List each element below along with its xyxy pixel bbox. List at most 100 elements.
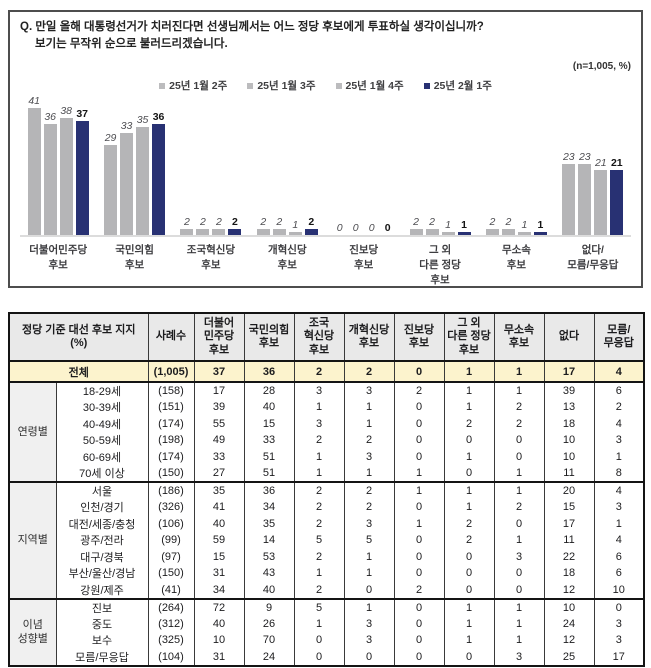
bar-value-label: 1 bbox=[461, 219, 467, 232]
chart-bar bbox=[180, 229, 194, 236]
value-cell: 14 bbox=[243, 532, 295, 549]
table-row: 대전/세종/충청 (106) 40 35 2 3 1 2 0 17 1 bbox=[9, 515, 645, 532]
chart-bar-cell: 2 bbox=[256, 216, 270, 236]
value-cell: 0 bbox=[393, 632, 445, 649]
total-value-cell: 0 bbox=[393, 361, 445, 383]
legend-label: 25년 1월 3주 bbox=[257, 80, 316, 93]
value-cell: 35 bbox=[243, 515, 295, 532]
legend-label: 25년 1월 2주 bbox=[169, 80, 228, 93]
subcategory-cell: 중도 bbox=[55, 615, 149, 632]
value-cell: 3 bbox=[343, 448, 395, 465]
sample-n-cell: (99) bbox=[147, 532, 195, 549]
question-chart-panel: Q. 만일 올해 대통령선거가 치러진다면 선생님께서는 어느 정당 후보에게 … bbox=[8, 10, 643, 288]
value-cell: 1 bbox=[293, 615, 345, 632]
bar-value-label: 2 bbox=[232, 216, 238, 229]
bar-value-label: 2 bbox=[200, 216, 206, 229]
chart-group: 23 23 21 21 없다/ 모름/무응답 bbox=[554, 95, 631, 287]
chart-bar bbox=[196, 229, 210, 236]
value-cell: 18 bbox=[543, 415, 595, 432]
group-label-cell: 이념 성향별 bbox=[8, 597, 57, 666]
table-row: 인천/경기 (326) 41 34 2 2 0 1 2 15 3 bbox=[9, 499, 645, 516]
total-value-cell: 37 bbox=[193, 361, 245, 383]
value-cell: 12 bbox=[543, 632, 595, 649]
chart-group-bars: 29 33 35 36 bbox=[96, 95, 173, 238]
chart-bar-cell: 21 bbox=[610, 157, 624, 236]
chart-legend: 25년 1월 2주 25년 1월 3주 25년 1월 4주 25년 2월 1주 bbox=[20, 78, 631, 93]
total-value-cell: 1 bbox=[493, 361, 545, 383]
table-row: 대구/경북 (97) 15 53 2 1 0 0 3 22 6 bbox=[9, 548, 645, 565]
chart-bar bbox=[272, 229, 286, 236]
value-cell: 1 bbox=[393, 465, 445, 482]
bar-value-label: 33 bbox=[120, 120, 133, 133]
bar-value-label: 23 bbox=[578, 151, 591, 164]
value-cell: 20 bbox=[543, 481, 595, 499]
chart-group: 0 0 0 0 진보당 후보 bbox=[325, 95, 402, 287]
value-cell: 0 bbox=[393, 448, 445, 465]
chart-bar bbox=[256, 229, 270, 236]
value-cell: 0 bbox=[443, 581, 495, 599]
value-cell: 1 bbox=[343, 415, 395, 432]
chart-bar-cell: 0 bbox=[365, 222, 379, 235]
chart-bar-cell: 37 bbox=[75, 108, 89, 236]
value-cell: 0 bbox=[443, 432, 495, 449]
sample-n-cell: (186) bbox=[147, 481, 195, 499]
group-label-cell: 지역별 bbox=[8, 481, 57, 599]
table-row: 50-59세 (198) 49 33 2 2 0 0 0 10 3 bbox=[9, 432, 645, 449]
chart-bar-cell: 41 bbox=[27, 95, 41, 236]
chart-group: 2 2 2 2 조국혁신당 후보 bbox=[172, 95, 250, 287]
value-cell: 4 bbox=[593, 481, 645, 499]
table-header-cell: 사례수 bbox=[147, 313, 195, 362]
value-cell: 1 bbox=[493, 381, 545, 399]
bar-value-label: 36 bbox=[44, 110, 57, 123]
sample-n-cell: (312) bbox=[147, 615, 195, 632]
value-cell: 15 bbox=[543, 499, 595, 516]
sample-n-cell: (106) bbox=[147, 515, 195, 532]
value-cell: 5 bbox=[343, 532, 395, 549]
chart-bar bbox=[27, 108, 41, 236]
table-header-cell: 개혁신당 후보 bbox=[343, 313, 395, 362]
table-row: 강원/제주 (41) 34 40 2 0 2 0 0 12 10 bbox=[9, 581, 645, 599]
value-cell: 12 bbox=[543, 581, 595, 599]
value-cell: 4 bbox=[593, 532, 645, 549]
value-cell: 17 bbox=[543, 515, 595, 532]
table-total-row: 전체 (1,005) 37 36 2 2 0 1 1 17 4 bbox=[8, 361, 645, 383]
value-cell: 34 bbox=[243, 499, 295, 516]
value-cell: 24 bbox=[243, 648, 295, 666]
value-cell: 2 bbox=[343, 481, 395, 499]
value-cell: 13 bbox=[543, 399, 595, 416]
total-value-cell: 4 bbox=[593, 361, 645, 383]
value-cell: 1 bbox=[343, 597, 395, 616]
value-cell: 1 bbox=[393, 515, 445, 532]
bar-value-label: 36 bbox=[152, 110, 165, 123]
table-header-row: 정당 기준 대선 후보 지지 (%) 사례수 더불어 민주당 후보 국민의힘 후보 조국… bbox=[8, 313, 645, 362]
sample-n-cell: (174) bbox=[147, 415, 195, 432]
value-cell: 1 bbox=[593, 448, 645, 465]
value-cell: 0 bbox=[443, 565, 495, 582]
table-row: 보수 (325) 10 70 0 3 0 1 1 12 3 bbox=[9, 632, 645, 649]
sample-n-cell: (325) bbox=[147, 632, 195, 649]
table-row: 부산/울산/경남 (150) 31 43 1 1 0 0 0 18 6 bbox=[9, 565, 645, 582]
chart-bar-cell: 38 bbox=[59, 105, 73, 236]
table-header-cell: 국민의힘 후보 bbox=[243, 313, 295, 362]
legend-label: 25년 1월 4주 bbox=[345, 80, 404, 93]
table-row: 모름/무응답 (104) 31 24 0 0 0 0 3 25 17 bbox=[9, 648, 645, 666]
value-cell: 3 bbox=[343, 515, 395, 532]
value-cell: 2 bbox=[293, 581, 345, 599]
value-cell: 53 bbox=[243, 548, 295, 565]
value-cell: 0 bbox=[393, 499, 445, 516]
value-cell: 41 bbox=[193, 499, 245, 516]
subcategory-cell: 진보 bbox=[55, 597, 149, 616]
bar-value-label: 21 bbox=[610, 157, 623, 170]
value-cell: 3 bbox=[593, 499, 645, 516]
value-cell: 1 bbox=[443, 615, 495, 632]
value-cell: 1 bbox=[443, 448, 495, 465]
value-cell: 11 bbox=[543, 465, 595, 482]
value-cell: 0 bbox=[493, 581, 545, 599]
value-cell: 27 bbox=[193, 465, 245, 482]
sample-size-note: (n=1,005, %) bbox=[572, 61, 631, 73]
value-cell: 2 bbox=[443, 515, 495, 532]
survey-question-line2: 보기는 무작위 순으로 불러드리겠습니다. bbox=[35, 38, 228, 51]
value-cell: 31 bbox=[193, 565, 245, 582]
value-cell: 39 bbox=[543, 381, 595, 399]
chart-bar-cell: 2 bbox=[304, 216, 318, 236]
